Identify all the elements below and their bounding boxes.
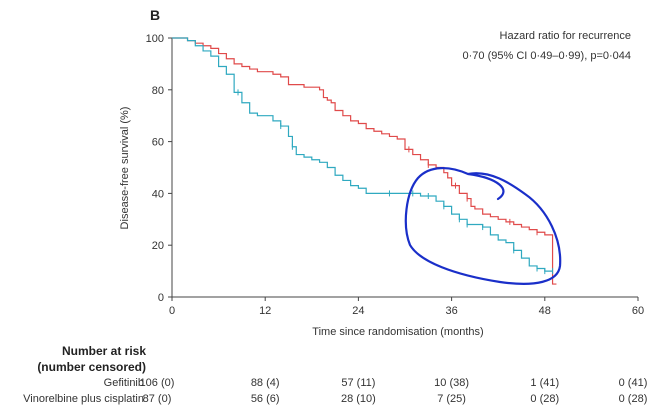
x-tick-label: 48 bbox=[539, 305, 551, 317]
panel-label: B bbox=[150, 7, 160, 23]
risk-value: 87 (0) bbox=[142, 393, 172, 405]
risk-row-label-vinorelbine: Vinorelbine plus cisplatin bbox=[23, 393, 144, 405]
x-axis-label: Time since randomisation (months) bbox=[312, 326, 483, 338]
y-tick-label: 20 bbox=[152, 240, 164, 252]
y-axis-label: Disease-free survival (%) bbox=[119, 107, 131, 230]
y-tick-label: 0 bbox=[158, 292, 164, 304]
censor-marks bbox=[237, 89, 554, 275]
x-tick-label: 60 bbox=[632, 305, 644, 317]
x-tick-label: 0 bbox=[169, 305, 175, 317]
risk-value: 1 (41) bbox=[530, 377, 560, 389]
hazard-ratio-value: 0·70 (95% CI 0·49–0·99), p=0·044 bbox=[463, 50, 631, 62]
risk-table-subtitle: (number censored) bbox=[37, 360, 146, 374]
risk-value: 56 (6) bbox=[250, 393, 280, 405]
risk-row-label-gefitinib: Gefitinib bbox=[103, 377, 144, 389]
risk-value: 88 (4) bbox=[250, 377, 280, 389]
risk-table-title: Number at risk bbox=[61, 344, 146, 358]
hazard-ratio-title: Hazard ratio for recurrence bbox=[500, 30, 631, 42]
y-tick-label: 40 bbox=[152, 188, 164, 200]
hand-drawn-circle-annotation bbox=[404, 167, 562, 285]
risk-value: 0 (28) bbox=[530, 393, 560, 405]
risk-value: 10 (38) bbox=[434, 377, 470, 389]
risk-value: 7 (25) bbox=[437, 393, 466, 405]
risk-value: 0 (41) bbox=[618, 377, 648, 389]
axes: 0 12 24 36 48 60 0 20 40 60 80 100 bbox=[146, 33, 644, 317]
risk-value: 28 (10) bbox=[340, 393, 376, 405]
risk-value: 57 (11) bbox=[341, 377, 376, 389]
x-tick-label: 36 bbox=[445, 305, 457, 317]
series-line-vinorelbine-cisplatin bbox=[172, 37, 553, 272]
risk-value: 0 (28) bbox=[618, 393, 648, 405]
series-line-gefitinib bbox=[172, 37, 557, 285]
y-tick-label: 100 bbox=[146, 33, 164, 45]
y-tick-label: 80 bbox=[152, 85, 164, 97]
y-tick-label: 60 bbox=[152, 137, 164, 149]
x-tick-label: 12 bbox=[259, 305, 271, 317]
risk-value: 106 (0) bbox=[139, 377, 175, 389]
x-tick-label: 24 bbox=[352, 305, 364, 317]
curves bbox=[172, 37, 557, 285]
